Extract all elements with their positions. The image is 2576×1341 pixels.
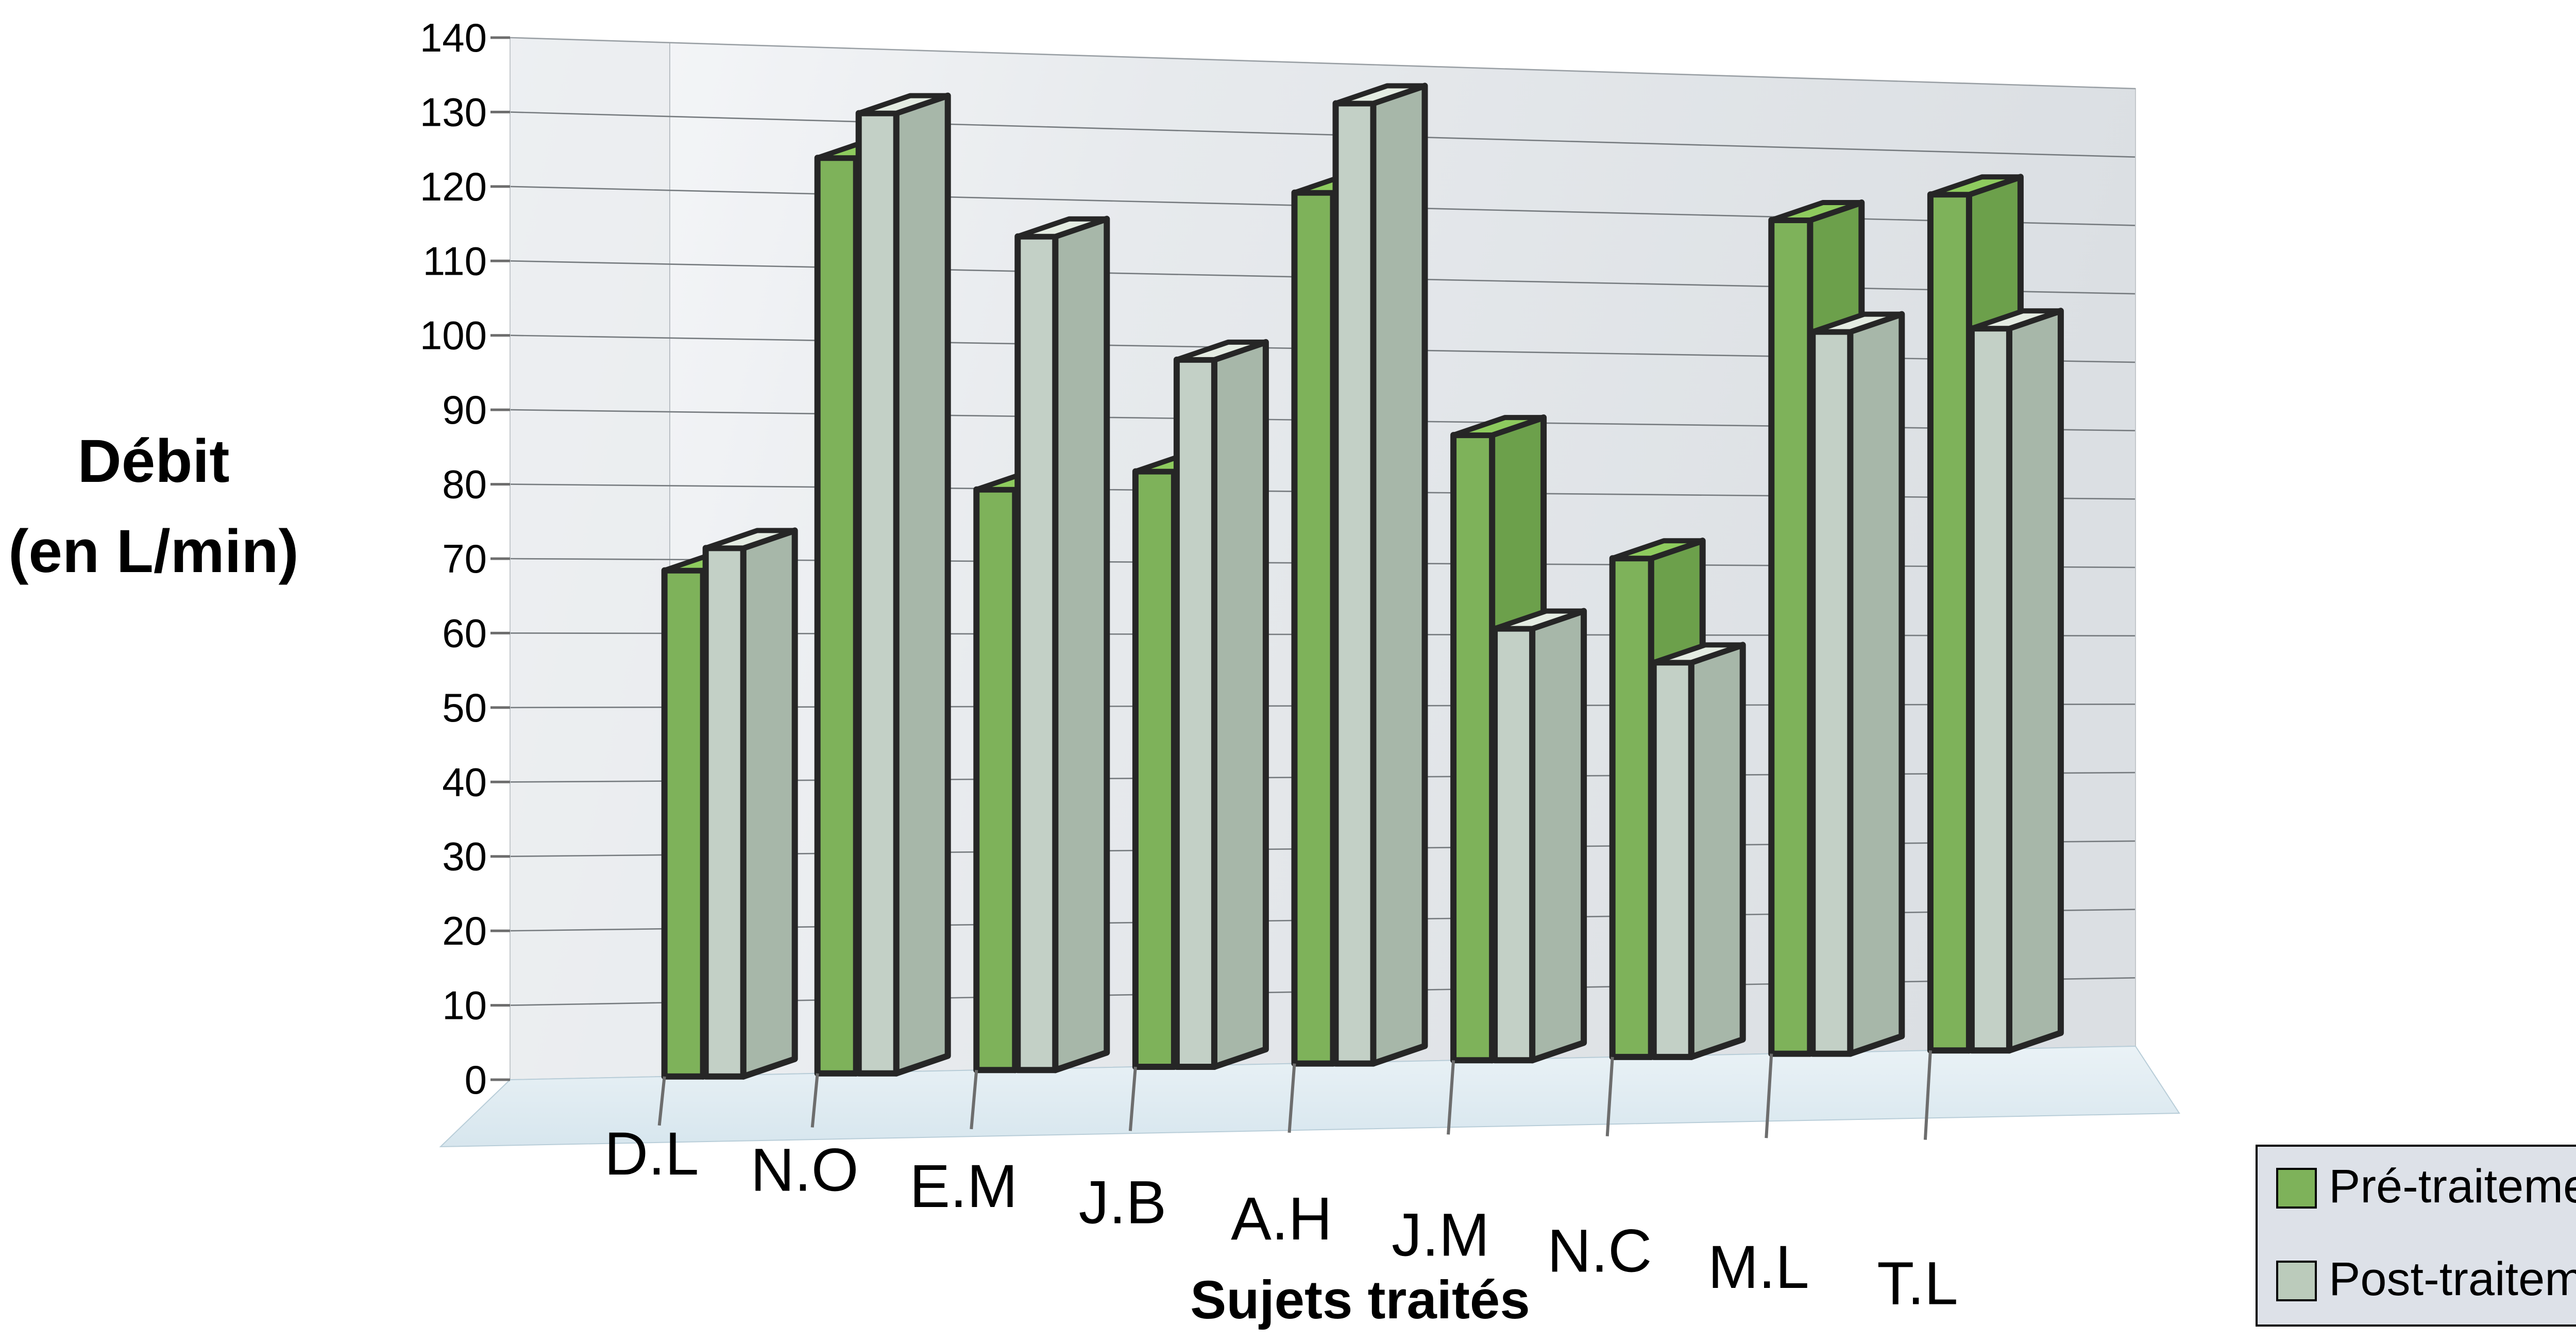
svg-text:140: 140 — [420, 15, 487, 60]
svg-text:E.M: E.M — [909, 1152, 1018, 1220]
svg-text:D.L: D.L — [604, 1120, 699, 1188]
svg-text:Sujets traités: Sujets traités — [1190, 1270, 1530, 1330]
svg-text:90: 90 — [442, 387, 487, 432]
svg-text:J.B: J.B — [1079, 1168, 1167, 1236]
svg-text:30: 30 — [442, 834, 487, 879]
svg-text:10: 10 — [442, 983, 487, 1028]
svg-text:Post-traitement: Post-traitement — [2329, 1253, 2576, 1305]
svg-text:130: 130 — [420, 89, 487, 135]
svg-text:60: 60 — [442, 610, 487, 656]
svg-text:80: 80 — [442, 462, 487, 507]
svg-text:N.O: N.O — [751, 1136, 859, 1204]
svg-text:110: 110 — [423, 238, 487, 283]
svg-text:J.M: J.M — [1392, 1201, 1489, 1269]
svg-text:100: 100 — [420, 313, 487, 358]
svg-text:0: 0 — [465, 1057, 487, 1102]
svg-text:70: 70 — [442, 536, 487, 581]
svg-text:Pré-traitement: Pré-traitement — [2329, 1160, 2576, 1213]
svg-text:Débit: Débit — [78, 427, 230, 495]
svg-text:M.L: M.L — [1708, 1233, 1809, 1301]
svg-text:120: 120 — [420, 164, 487, 209]
svg-text:A.H: A.H — [1231, 1185, 1332, 1253]
svg-text:40: 40 — [442, 759, 487, 804]
svg-text:50: 50 — [442, 685, 487, 730]
svg-text:N.C: N.C — [1547, 1217, 1652, 1285]
svg-text:(en L/min): (en L/min) — [8, 517, 299, 585]
svg-text:T.L: T.L — [1877, 1250, 1958, 1318]
svg-text:20: 20 — [442, 908, 487, 953]
